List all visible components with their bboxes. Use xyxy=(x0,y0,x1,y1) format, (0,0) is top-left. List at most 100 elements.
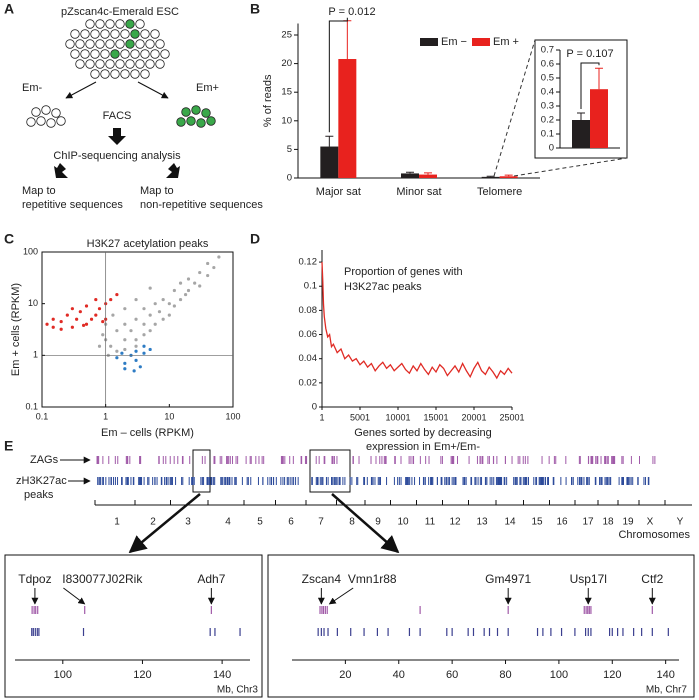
x-tick-label: 140 xyxy=(213,669,231,681)
cell xyxy=(110,29,120,39)
cell xyxy=(115,59,125,69)
cell xyxy=(130,49,140,59)
x-tick-label: 1 xyxy=(319,412,324,422)
significance-bracket xyxy=(580,62,600,109)
chromosome-label: X xyxy=(647,517,654,528)
point xyxy=(148,329,152,333)
x-axis-label: Mb, Chr3 xyxy=(217,685,259,696)
point xyxy=(161,297,165,302)
point xyxy=(153,322,157,326)
point xyxy=(134,317,138,321)
cell xyxy=(85,39,95,49)
cell xyxy=(95,19,105,29)
chromosome-label: Y xyxy=(677,517,684,528)
cell xyxy=(85,59,95,69)
chromosome-label: 3 xyxy=(185,517,191,528)
error-bar xyxy=(343,20,352,60)
gene-label: Ctf2 xyxy=(641,572,663,586)
y-tick-label: 0.5 xyxy=(541,73,554,84)
point xyxy=(148,313,152,317)
y-tick-label: 0.7 xyxy=(541,45,554,56)
chromosome-label: 19 xyxy=(622,517,634,528)
cell xyxy=(145,39,155,49)
error-bar xyxy=(486,175,495,177)
cell xyxy=(125,39,135,49)
bar xyxy=(419,174,437,178)
point xyxy=(115,349,119,353)
gene-label: Adh7 xyxy=(197,572,225,586)
x-tick-label: 140 xyxy=(656,669,674,681)
outcome-label: Map to xyxy=(22,185,56,197)
point xyxy=(78,310,82,314)
y-axis-label: % of reads xyxy=(262,74,274,127)
point xyxy=(206,273,210,278)
chromosome-label: 1 xyxy=(114,517,120,528)
chromosome-label: 14 xyxy=(504,517,516,528)
x-tick-label: 0.1 xyxy=(36,411,49,421)
point xyxy=(148,347,152,352)
y-axis-label: Em + cells (RPKM) xyxy=(10,283,22,376)
cell xyxy=(26,117,36,127)
outcome-label: non-repetitive sequences xyxy=(140,199,263,211)
cell xyxy=(100,69,110,79)
point xyxy=(123,361,127,365)
x-tick-label: Minor sat xyxy=(396,186,441,198)
cell xyxy=(90,29,100,39)
chromosome-label: 9 xyxy=(375,517,381,528)
y-tick-label: 0.2 xyxy=(541,115,554,126)
point xyxy=(132,369,136,373)
cell xyxy=(120,29,130,39)
chromosome-label: 12 xyxy=(449,517,461,528)
x-tick-label: 15001 xyxy=(423,412,448,422)
zoom-box xyxy=(192,449,211,493)
line xyxy=(321,262,513,380)
diagram-title: pZscan4c-Emerald ESC xyxy=(61,6,179,18)
y-tick-label: 0.1 xyxy=(541,129,554,140)
block-arrow xyxy=(54,163,68,178)
chromosome-label: 8 xyxy=(349,517,355,528)
cell xyxy=(100,29,110,39)
y-tick-label: 25 xyxy=(281,30,292,41)
point xyxy=(97,307,102,311)
y-tick-label: 100 xyxy=(23,246,38,256)
cell xyxy=(95,39,105,49)
chromosome-label: 16 xyxy=(556,517,568,528)
cell xyxy=(191,105,201,115)
panel-label: D xyxy=(250,231,260,247)
cell xyxy=(105,59,115,69)
arrow xyxy=(65,81,97,99)
gene-label: Zscan4 xyxy=(302,572,342,586)
cell xyxy=(145,59,155,69)
point xyxy=(123,367,127,371)
y-tick-label: 5 xyxy=(287,144,292,155)
bar xyxy=(572,120,590,148)
y-tick-label: 0.02 xyxy=(299,377,318,388)
chromosome-label: 18 xyxy=(602,517,614,528)
x-tick-label: 60 xyxy=(446,669,458,681)
point xyxy=(134,349,138,353)
chart-title: Proportion of genes with xyxy=(344,266,463,278)
x-tick-label: Major sat xyxy=(316,186,361,198)
chromosome-label: 10 xyxy=(397,517,409,528)
y-tick-label: 15 xyxy=(281,87,292,98)
chromosome-label: 7 xyxy=(318,517,324,528)
cell xyxy=(100,49,110,59)
gene-label: Usp17l xyxy=(570,572,607,586)
cell xyxy=(150,29,160,39)
cell xyxy=(130,29,140,39)
panel-label: C xyxy=(4,231,14,247)
bar xyxy=(590,89,608,148)
axis-label: Chromosomes xyxy=(618,529,690,541)
point xyxy=(75,317,79,321)
group-label: Em+ xyxy=(196,82,219,94)
x-tick-label: 120 xyxy=(603,669,621,681)
point xyxy=(109,297,113,302)
point xyxy=(97,344,102,348)
y-tick-label: 0 xyxy=(287,173,292,184)
x-tick-label: 10001 xyxy=(385,412,410,422)
point xyxy=(134,344,138,348)
group-label: Em- xyxy=(22,82,43,94)
point xyxy=(101,319,105,324)
cell xyxy=(186,116,196,126)
track-label: peaks xyxy=(24,489,54,501)
